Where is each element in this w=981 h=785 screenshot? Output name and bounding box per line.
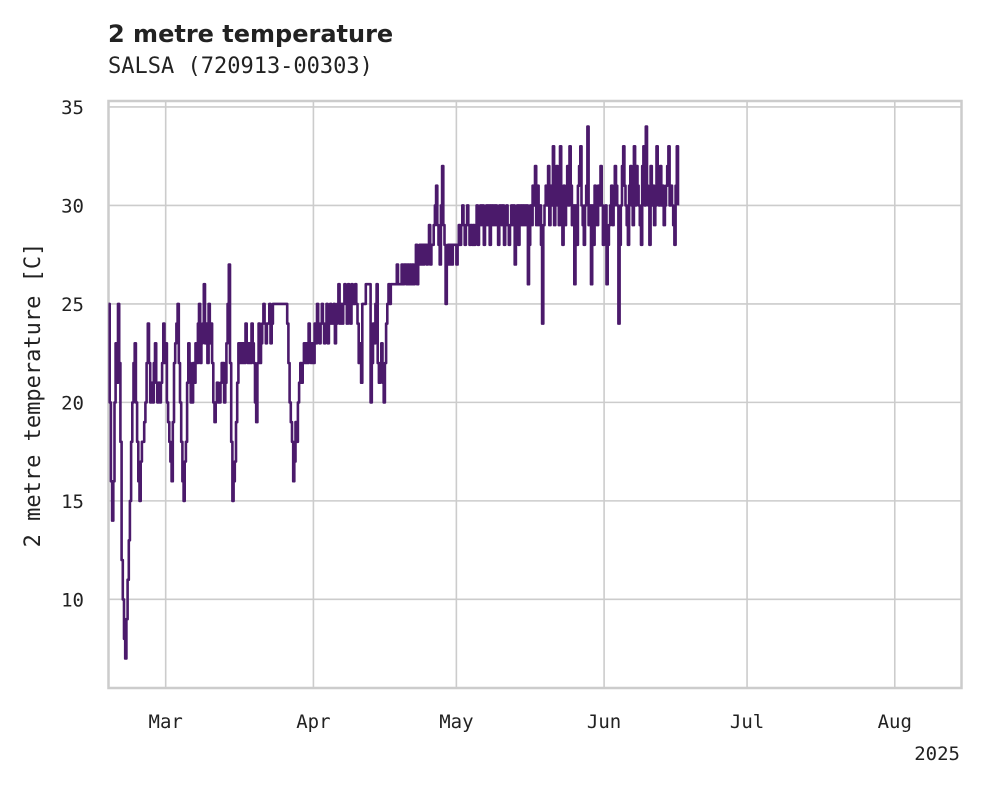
x-tick-label: Jul — [730, 711, 764, 733]
x-axis-year-label: 2025 — [914, 743, 960, 765]
data-area — [108, 125, 680, 660]
temperature-series-line — [108, 125, 680, 660]
y-axis-ticks: 10 15 20 25 30 35 — [61, 97, 84, 611]
x-tick-label: Aug — [878, 711, 912, 733]
chart-title: 2 metre temperature — [108, 20, 393, 48]
y-tick-label: 20 — [61, 392, 84, 414]
y-tick-label: 15 — [61, 491, 84, 513]
x-axis-ticks: Mar Apr May Jun Jul Aug — [149, 711, 912, 733]
y-tick-label: 35 — [61, 97, 84, 119]
y-axis-label: 2 metre temperature [C] — [21, 243, 46, 548]
x-tick-label: Apr — [296, 711, 330, 733]
x-tick-label: Jun — [587, 711, 621, 733]
y-tick-label: 10 — [61, 589, 84, 611]
x-tick-label: May — [439, 711, 473, 733]
y-tick-label: 30 — [61, 195, 84, 217]
chart-subtitle: SALSA (720913-00303) — [108, 54, 373, 79]
x-tick-label: Mar — [149, 711, 183, 733]
y-tick-label: 25 — [61, 294, 84, 316]
